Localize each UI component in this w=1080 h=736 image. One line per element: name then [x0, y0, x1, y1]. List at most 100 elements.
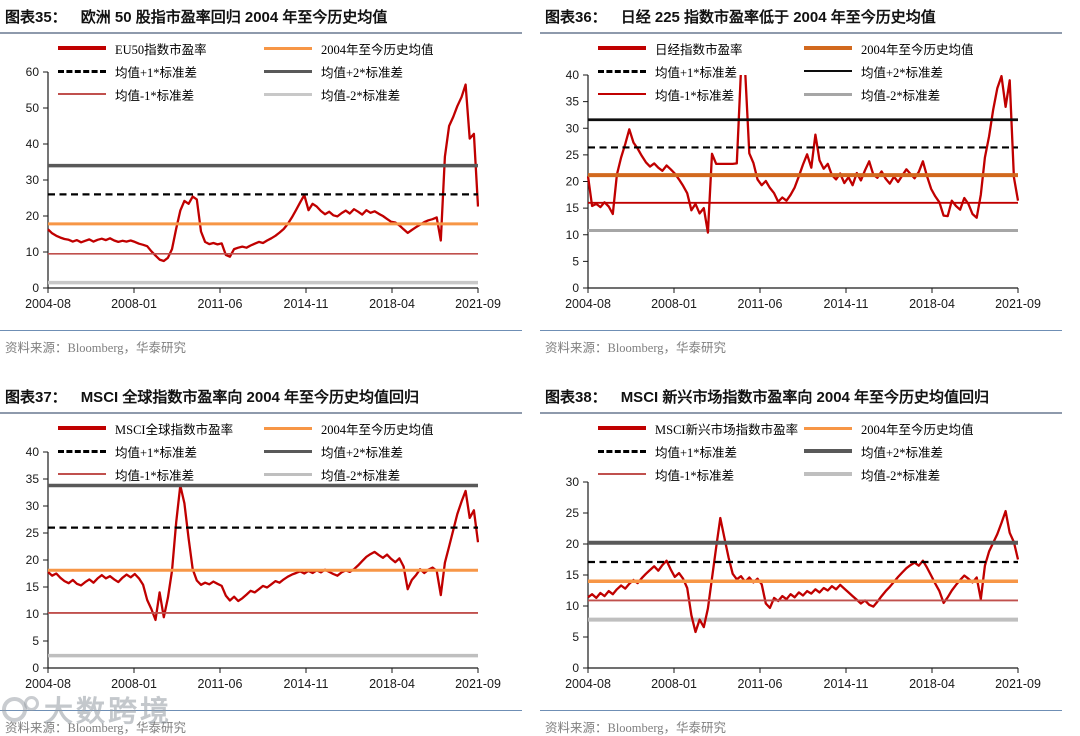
y-tick-label: 15: [566, 201, 580, 215]
x-tick-label: 2004-08: [565, 297, 611, 311]
x-tick-label: 2014-11: [284, 677, 329, 691]
legend: 日经指数市盈率 2004年至今历史均值 均值+1*标准差 均值+2*标准差 均值-1*标…: [598, 37, 1030, 105]
legend-label: 均值+2*标准差: [861, 65, 944, 80]
x-tick-label: 2021-09: [455, 677, 501, 691]
figure-label: 图表38：: [545, 389, 607, 406]
legend-label: 均值-1*标准差: [655, 468, 735, 483]
legend-label: 2004年至今历史均值: [321, 422, 434, 437]
chart-panel-36: 图表36： 日经 225 指数市盈率低于 2004 年至今历史均值 日经指数市盈率…: [540, 0, 1080, 376]
y-tick-label: 50: [26, 101, 40, 115]
y-tick-label: 10: [566, 599, 580, 613]
legend-swatch-p1: [598, 69, 646, 73]
y-tick-label: 0: [32, 281, 39, 295]
legend-swatch-m1: [598, 93, 646, 95]
y-tick-label: 15: [566, 568, 580, 582]
y-tick-label: 20: [26, 209, 40, 223]
legend-label: 均值-1*标准差: [115, 88, 195, 103]
source-row: 资料来源：Bloomberg，华泰研究: [0, 710, 522, 736]
y-tick-label: 10: [26, 607, 40, 621]
legend-item: 均值+2*标准差: [804, 60, 1030, 82]
legend-item: 均值+1*标准差: [58, 60, 264, 82]
pe-series-line: [47, 484, 479, 622]
legend-swatch-mean: [264, 46, 312, 50]
figure-label: 图表36：: [545, 9, 607, 26]
y-tick-label: 40: [566, 68, 580, 82]
legend-item: 均值+2*标准差: [804, 440, 1030, 462]
legend-item: 2004年至今历史均值: [804, 37, 1030, 59]
x-tick-label: 2018-04: [909, 677, 955, 691]
x-tick-label: 2014-11: [824, 677, 869, 691]
legend-item: 2004年至今历史均值: [264, 417, 490, 439]
y-tick-label: 25: [566, 506, 580, 520]
x-tick-label: 2008-01: [111, 297, 157, 311]
legend-label: 均值-1*标准差: [115, 468, 195, 483]
y-tick-label: 0: [32, 661, 39, 675]
legend-swatch-mean: [804, 426, 852, 430]
legend-item: 均值-1*标准差: [58, 463, 264, 485]
legend-label: 均值+1*标准差: [655, 445, 738, 460]
legend-label: 均值-2*标准差: [861, 468, 941, 483]
legend-item: 均值-2*标准差: [264, 463, 490, 485]
y-tick-label: 30: [566, 121, 580, 135]
y-tick-label: 10: [26, 245, 40, 259]
source-text: 资料来源：Bloomberg，华泰研究: [5, 721, 187, 735]
x-tick-label: 2011-06: [198, 677, 243, 691]
x-tick-label: 2018-04: [369, 677, 415, 691]
x-tick-label: 2004-08: [25, 677, 71, 691]
legend-label: 2004年至今历史均值: [861, 42, 974, 57]
legend: EU50指数市盈率 2004年至今历史均值 均值+1*标准差 均值+2*标准差 均值-1…: [58, 37, 490, 105]
legend-item: 均值+2*标准差: [264, 440, 490, 462]
y-tick-label: 30: [26, 173, 40, 187]
legend-label: 均值+2*标准差: [321, 65, 404, 80]
legend-swatch-series: [598, 426, 646, 430]
legend-swatch-p1: [58, 69, 106, 73]
y-tick-label: 40: [26, 137, 40, 151]
legend-swatch-m2: [804, 92, 852, 96]
x-tick-label: 2011-06: [198, 297, 243, 311]
y-tick-label: 10: [566, 228, 580, 242]
legend-label: 均值+1*标准差: [115, 445, 198, 460]
x-tick-label: 2004-08: [565, 677, 611, 691]
y-tick-label: 5: [32, 634, 39, 648]
legend-item: 均值-2*标准差: [804, 463, 1030, 485]
y-tick-label: 35: [566, 95, 580, 109]
legend-swatch-series: [58, 46, 106, 50]
x-tick-label: 2014-11: [284, 297, 329, 311]
legend-swatch-p2: [804, 449, 852, 453]
figure-label: 图表35：: [5, 9, 67, 26]
figure-title: MSCI 全球指数市盈率向 2004 年至今历史均值回归: [80, 389, 420, 406]
legend-swatch-series: [58, 426, 106, 430]
x-tick-label: 2011-06: [738, 677, 783, 691]
line-chart: 0 5 10 15 20 25 30 2004-08 2008-01 2011-06 2014-11…: [565, 475, 1041, 691]
y-tick-label: 60: [26, 65, 40, 79]
figure-title: MSCI 新兴市场指数市盈率向 2004 年至今历史均值回归: [620, 389, 990, 406]
x-tick-label: 2021-09: [995, 677, 1041, 691]
legend-item: 均值-2*标准差: [804, 83, 1030, 105]
legend: MSCI新兴市场指数市盈率 2004年至今历史均值 均值+1*标准差 均值+2*标准差…: [598, 417, 1030, 485]
legend-item: 均值-1*标准差: [58, 83, 264, 105]
legend-swatch-p1: [598, 449, 646, 453]
y-tick-label: 20: [566, 175, 580, 189]
chart-title-row: 图表35： 欧洲 50 股指市盈率回归 2004 年至今历史均值: [0, 0, 522, 34]
source-text: 资料来源：Bloomberg，华泰研究: [545, 721, 727, 735]
pe-series-line: [47, 83, 479, 263]
legend-label: MSCI新兴市场指数市盈率: [655, 422, 799, 437]
legend-label: 均值-1*标准差: [655, 88, 735, 103]
legend-item: 日经指数市盈率: [598, 37, 804, 59]
legend-label: 均值+2*标准差: [321, 445, 404, 460]
figure-label: 图表37：: [5, 389, 67, 406]
y-tick-label: 15: [26, 580, 40, 594]
legend-swatch-p2: [264, 449, 312, 453]
x-tick-label: 2008-01: [651, 297, 697, 311]
x-tick-label: 2004-08: [25, 297, 71, 311]
x-tick-label: 2021-09: [995, 297, 1041, 311]
chart-title-row: 图表38： MSCI 新兴市场指数市盈率向 2004 年至今历史均值回归: [540, 380, 1062, 414]
legend-item: 均值-1*标准差: [598, 463, 804, 485]
figure-title: 欧洲 50 股指市盈率回归 2004 年至今历史均值: [80, 9, 388, 26]
y-tick-label: 25: [566, 148, 580, 162]
legend-label: 均值-2*标准差: [861, 88, 941, 103]
chart-panel-38: 图表38： MSCI 新兴市场指数市盈率向 2004 年至今历史均值回归 MSCI…: [540, 380, 1080, 736]
chart-title-row: 图表37： MSCI 全球指数市盈率向 2004 年至今历史均值回归: [0, 380, 522, 414]
legend-swatch-m2: [804, 472, 852, 476]
